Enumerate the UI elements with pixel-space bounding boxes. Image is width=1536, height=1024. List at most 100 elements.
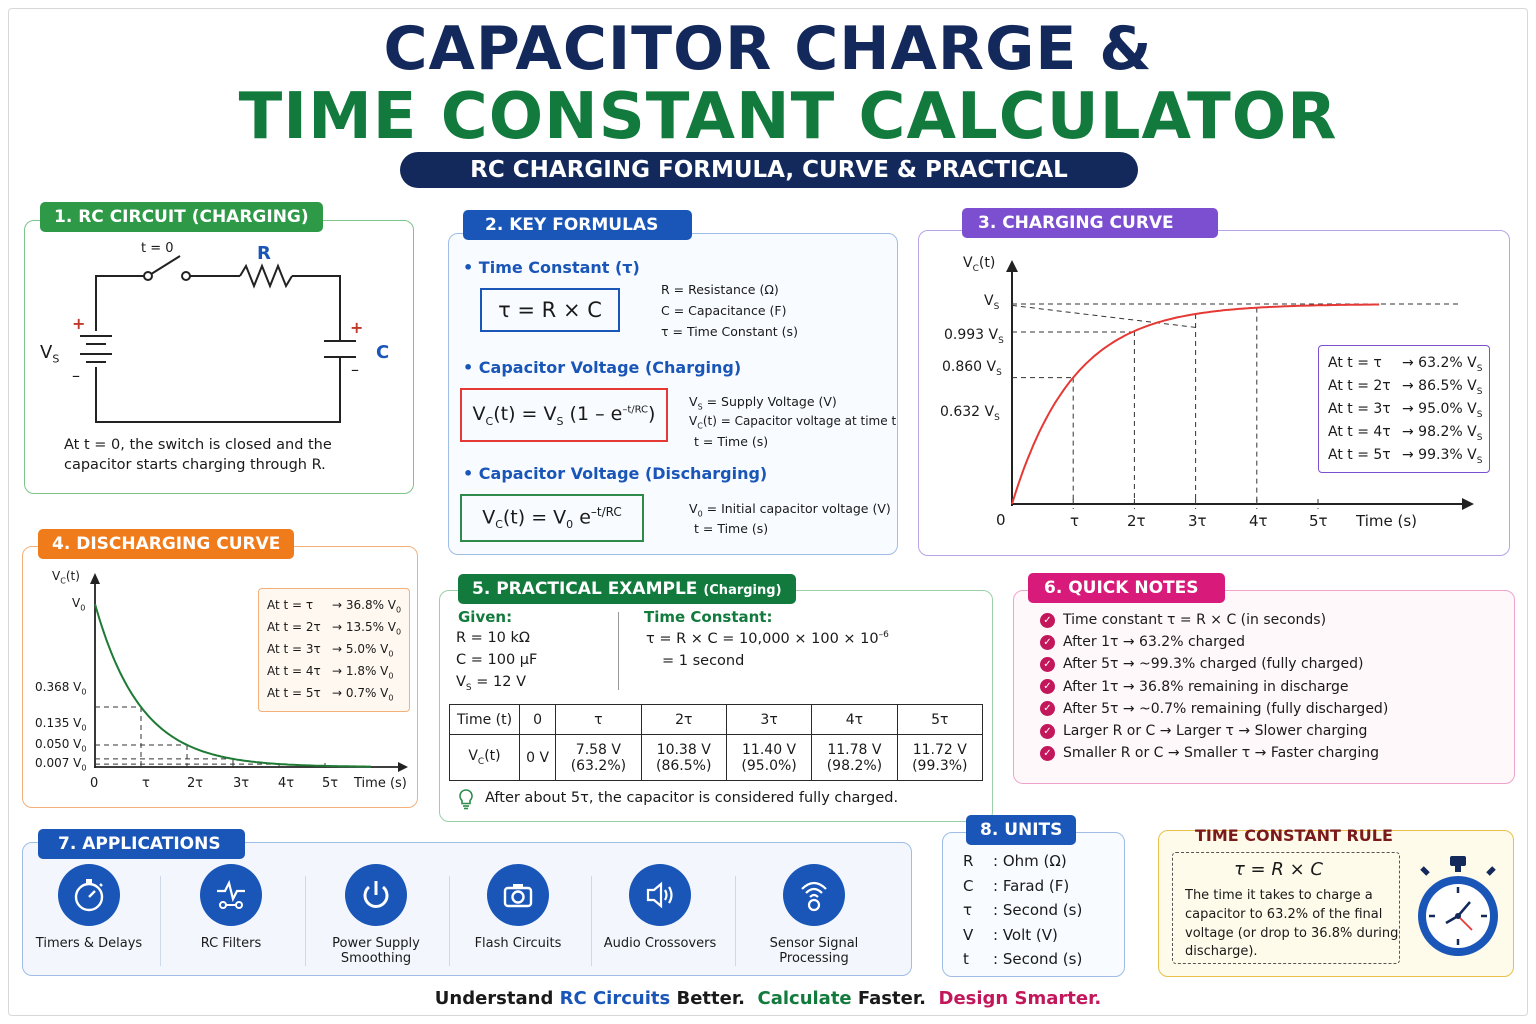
f2-eq: (t) = V [493, 402, 557, 425]
battery-minus: – [72, 366, 80, 385]
charging-xlabel: Time (s) [1356, 512, 1417, 530]
ytick-sub: S [996, 367, 1002, 378]
charging-xtick-2: 2τ [1127, 512, 1146, 530]
legend-value-sub: 0 [396, 605, 402, 615]
dis-ytick-0050: 0.050 V0 [35, 737, 86, 753]
camera-icon [487, 864, 549, 926]
check-icon: ✓ [1040, 612, 1055, 628]
legend-label: At t = 5τ [1328, 447, 1391, 463]
unit-desc: : Second (s) [993, 950, 1083, 968]
legend-label: At t = 5τ [267, 686, 321, 700]
ytick-label: 0.860 V [942, 359, 997, 375]
legend-value-sub: S [1476, 455, 1483, 466]
list-item: ✓ Larger R or C → Larger τ → Slower charg… [1040, 723, 1367, 739]
charging-ytick-0993: 0.993 VS [944, 327, 1004, 346]
f3-def-v0-v: V [689, 501, 698, 516]
ytick-sub: 0 [81, 763, 87, 773]
legend-value-text: → 5.0% V [332, 642, 389, 656]
table-header-cell: τ [555, 704, 642, 735]
charging-ylabel-v: V [963, 255, 973, 271]
table-cell: 11.72 V (99.3%) [896, 734, 984, 781]
cell-percent: (98.2%) [826, 757, 883, 774]
app-label: RC Filters [200, 936, 262, 951]
app-separator [160, 876, 161, 966]
given-vs-val: = 12 V [471, 674, 526, 690]
cell-value: 0 V [526, 749, 550, 766]
switch-contact-right [181, 271, 191, 281]
list-item: ✓ After 5τ → ~99.3% charged (fully charge… [1040, 656, 1363, 672]
page-title-line1: CAPACITOR CHARGE & [383, 14, 1153, 84]
footer-part: Faster. [851, 988, 939, 1009]
rc-circuit-schematic [80, 255, 356, 423]
f3-def-v0-text: = Initial capacitor voltage (V) [702, 501, 891, 516]
legend-value: → 86.5% VS [1402, 378, 1482, 397]
app-audio-crossovers: Audio Crossovers [595, 864, 725, 951]
ytick-sub: S [993, 301, 1000, 312]
cell-value: 11.72 V [912, 741, 967, 758]
time-constant-formula-box: τ = R × C [480, 288, 620, 332]
charging-ytick-0860: 0.860 VS [942, 359, 1002, 378]
given-heading: Given: [458, 608, 513, 626]
rule-formula: τ = R × C [1234, 859, 1323, 880]
list-item: ✓ Time constant τ = R × C (in seconds) [1040, 612, 1326, 628]
time-constant-formula: τ = R × C [498, 298, 602, 322]
check-icon: ✓ [1040, 723, 1055, 739]
dis-xtick-3: 3τ [233, 776, 250, 791]
circuit-caption-2: capacitor starts charging through R. [64, 457, 326, 473]
table-header-cell: 2τ [640, 704, 727, 735]
f3-def-t: t = Time (s) [694, 521, 769, 536]
discharging-ylabel: VC(t) [52, 569, 80, 585]
ytick-label: 0.368 V [35, 680, 82, 694]
cell-value: 7.58 V [575, 741, 621, 758]
unit-desc: : Farad (F) [993, 876, 1070, 895]
footer-part: Design Smarter. [938, 988, 1102, 1009]
f2-def-vc-text: (t) = Capacitor voltage at time t [702, 414, 897, 428]
list-item: ✓ After 1τ → 63.2% charged [1040, 634, 1245, 650]
charging-ylabel: VC(t) [963, 255, 995, 274]
app-separator [305, 876, 306, 966]
dis-xtick-4: 4τ [278, 776, 295, 791]
discharging-legend [258, 588, 410, 712]
tc-calc-exp: –6 [878, 630, 889, 640]
charging-tag: 3. CHARGING CURVE [962, 208, 1218, 238]
dis-ylabel-v: V [52, 569, 61, 583]
f2-v: V [472, 402, 486, 425]
f3-0-sub: 0 [566, 518, 574, 532]
circuit-caption-1: At t = 0, the switch is closed and the [64, 437, 332, 453]
f3-e: e [573, 506, 591, 529]
note-text: Smaller R or C → Smaller τ → Faster char… [1063, 745, 1379, 762]
charging-legend [1318, 345, 1490, 473]
legend-value: → 98.2% VS [1402, 424, 1482, 443]
f2-paren: (1 – e [569, 402, 623, 425]
charging-formula: VC(t) = VS (1 – e–t/RC) [473, 403, 656, 428]
f2-def-vc: VC(t) = Capacitor voltage at time t [689, 414, 896, 430]
ytick-label: V [984, 293, 994, 309]
table-cell: 10.38 V (86.5%) [640, 734, 727, 781]
source-voltage-label: VS [40, 342, 59, 366]
legend-value-sub: S [1476, 432, 1483, 443]
discharging-formula: VC(t) = V0 e–t/RC [482, 505, 622, 531]
app-flash-circuits: Flash Circuits [453, 864, 583, 951]
charging-series-line [1011, 303, 1380, 505]
capacitor-minus: – [351, 360, 359, 379]
note-text: After 1τ → 36.8% remaining in discharge [1063, 678, 1349, 695]
example-tag-main: 5. PRACTICAL EXAMPLE [472, 579, 698, 599]
f3-eq: (t) = V [502, 506, 567, 529]
app-separator [591, 876, 592, 966]
app-label: Flash Circuits [474, 936, 562, 951]
unit-desc: : Second (s) [993, 901, 1083, 919]
legend-label: At t = τ [1328, 355, 1382, 371]
legend-value-text: → 95.0% V [1402, 401, 1477, 417]
app-power-supply: Power Supply Smoothing [311, 864, 441, 966]
legend-value-sub: S [1476, 409, 1483, 420]
rule-text-3: voltage (or drop to 36.8% during [1185, 926, 1399, 941]
unit-desc: : Volt (V) [993, 925, 1058, 944]
app-timers: Timers & Delays [24, 864, 154, 951]
formulas-panel [448, 233, 898, 555]
f3-exp: –t/RC [590, 504, 622, 519]
app-label: Sensor Signal Processing [769, 936, 859, 966]
applications-panel [22, 842, 912, 976]
table-row-label: VC(t) [449, 734, 520, 781]
legend-value-sub: S [1476, 386, 1483, 397]
cell-percent: (86.5%) [656, 757, 712, 774]
